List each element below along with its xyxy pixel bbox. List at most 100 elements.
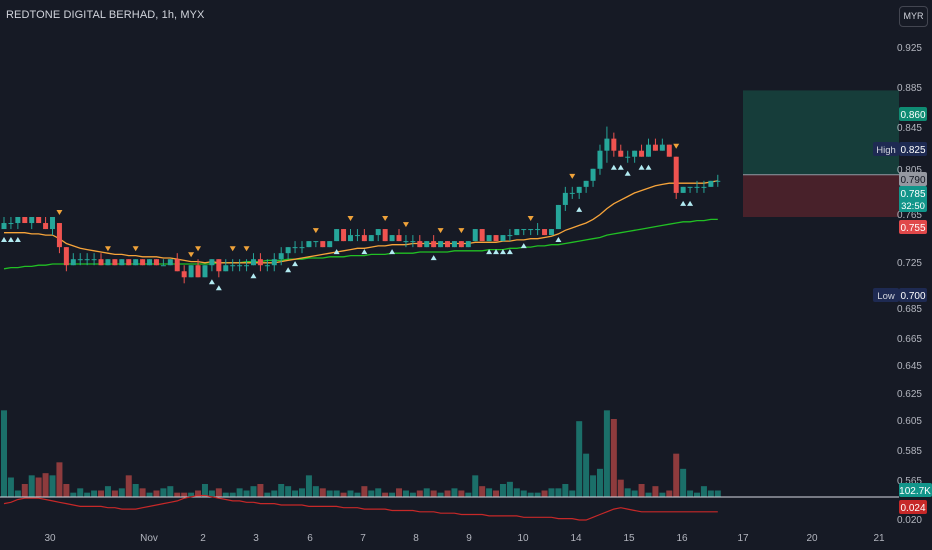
volume-bar: [617, 479, 624, 497]
signal-down-marker: [195, 246, 202, 252]
volume-bar: [125, 475, 132, 497]
candle: [327, 241, 333, 248]
svg-text:102.7K: 102.7K: [899, 486, 931, 497]
candle: [659, 138, 665, 151]
candle: [451, 241, 457, 248]
volume-bar: [174, 492, 181, 497]
candle: [209, 259, 215, 272]
volume-bar: [465, 492, 472, 497]
candle: [604, 126, 610, 163]
candle-body: [542, 229, 548, 236]
volume-tag: 102.7K: [899, 483, 932, 497]
candle-body: [271, 259, 277, 266]
currency-button[interactable]: MYR: [899, 6, 928, 27]
svg-text:Low: Low: [877, 291, 895, 302]
candle-body: [348, 235, 353, 242]
candle: [29, 217, 35, 230]
volume-bar: [416, 490, 423, 497]
signal-down-marker: [402, 222, 409, 228]
candle: [91, 253, 97, 266]
candle-body: [410, 241, 416, 243]
signal-down-marker: [437, 228, 444, 234]
signal-down-marker: [188, 252, 195, 258]
candle-body: [652, 144, 658, 151]
volume-bar: [104, 486, 111, 497]
signal-down-marker: [458, 228, 465, 234]
candle-body: [708, 180, 714, 187]
volume-bar: [35, 477, 42, 497]
prev-close-tag: 0.790: [899, 172, 927, 186]
candle: [597, 144, 603, 175]
signal-up-marker: [1, 237, 7, 243]
candle: [562, 186, 568, 211]
candle: [424, 241, 430, 248]
candle: [417, 235, 423, 248]
price-axis-label: 0.765: [897, 210, 922, 221]
candle: [244, 259, 250, 272]
candle-body: [8, 223, 14, 225]
candle-body: [244, 265, 250, 267]
volume-bar: [680, 468, 687, 497]
volume-bar: [84, 492, 91, 497]
volume-bar: [333, 490, 340, 497]
candle-body: [611, 138, 617, 151]
candle-body: [500, 235, 506, 242]
volume-bar: [631, 490, 638, 497]
candle-body: [472, 229, 478, 242]
time-axis-label: 10: [517, 533, 529, 544]
candle-body: [63, 247, 69, 266]
candles: [1, 126, 721, 284]
volume-bar: [111, 490, 118, 497]
candle: [264, 259, 270, 272]
candle-body: [341, 229, 347, 242]
candle: [112, 259, 118, 266]
volume-bar: [208, 490, 215, 497]
volume-bar: [1, 410, 7, 497]
volume-bar: [222, 492, 229, 497]
candle-body: [625, 156, 631, 158]
candle: [715, 174, 721, 187]
signal-down-marker: [382, 216, 389, 222]
candle-body: [645, 144, 651, 157]
candle: [555, 204, 561, 230]
signal-up-marker: [499, 249, 506, 255]
candle-body: [299, 247, 305, 249]
candle: [50, 217, 56, 236]
volume-bar: [278, 484, 285, 497]
volume-bar: [139, 488, 146, 497]
volume-bar: [527, 492, 534, 497]
candle-body: [424, 241, 430, 248]
candle: [70, 253, 76, 266]
candle-body: [486, 235, 492, 242]
time-axis-label: Nov: [140, 533, 158, 544]
signal-up-marker: [208, 279, 215, 285]
candle-body: [597, 150, 603, 169]
candle-body: [209, 259, 215, 266]
volume-bar: [361, 486, 368, 497]
candle: [223, 259, 229, 272]
candle-body: [320, 241, 326, 248]
candle-body: [147, 259, 153, 266]
volume-bar: [451, 488, 458, 497]
candle: [687, 186, 693, 193]
candle-body: [223, 265, 229, 272]
signal-up-marker: [555, 237, 562, 243]
oscillator-pane: [3, 494, 718, 521]
signal-down-marker: [243, 246, 250, 252]
candle-body: [264, 265, 270, 267]
candle: [708, 180, 714, 187]
candle: [119, 259, 125, 266]
volume-bar: [603, 410, 610, 497]
signal-down-marker: [132, 246, 139, 252]
candle: [652, 138, 658, 151]
candle: [313, 241, 319, 248]
time-axis-label: 30: [44, 533, 56, 544]
candle-body: [278, 253, 284, 260]
candle-body: [618, 150, 624, 157]
candle-body: [84, 259, 90, 261]
candle: [278, 247, 284, 266]
candle-body: [569, 192, 575, 194]
candle-body: [292, 247, 298, 249]
